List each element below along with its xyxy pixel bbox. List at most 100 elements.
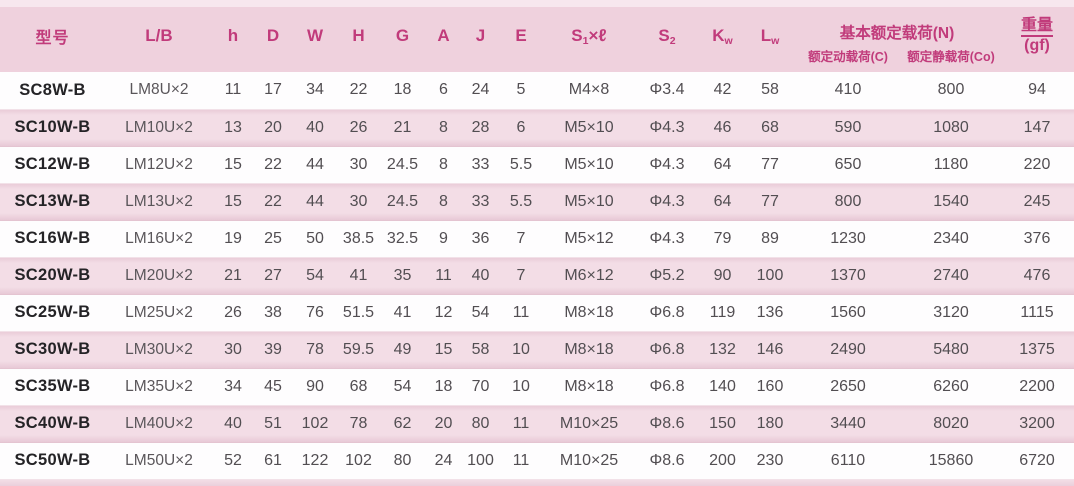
value-cell: M8×18	[543, 368, 635, 406]
value-cell: 20	[253, 109, 293, 147]
value-cell: 61	[253, 442, 293, 480]
value-cell: 8020	[902, 405, 1000, 443]
value-cell: 52	[213, 442, 253, 480]
col-header-hcap: H	[337, 0, 380, 72]
table-row: SC10W-B LM10U×2 13 20 40 26 21 8 28 6 M5×10 Φ4.3 46 6…	[0, 109, 1074, 147]
value-cell: 2650	[794, 368, 902, 406]
value-cell: 54	[462, 294, 499, 332]
value-cell: 28	[462, 109, 499, 147]
value-cell: 136	[746, 294, 794, 332]
table-row: SC40W-B LM40U×2 40 51 102 78 62 20 80 11 M10×25 Φ8.…	[0, 405, 1074, 443]
s1-base: S	[571, 26, 583, 45]
value-cell: 54	[380, 368, 425, 406]
value-cell: M4×8	[543, 72, 635, 110]
value-cell: Φ4.3	[635, 146, 699, 184]
value-cell: 245	[1000, 183, 1074, 221]
value-cell: 15	[213, 183, 253, 221]
value-cell: 19	[213, 220, 253, 258]
model-cell: SC20W-B	[0, 257, 105, 295]
value-cell: 27	[253, 257, 293, 295]
value-cell: 80	[462, 405, 499, 443]
weight-unit: (gf)	[1024, 37, 1050, 54]
value-cell: 44	[293, 146, 337, 184]
col-header-dynamic-load: 额定动载荷(C)	[794, 45, 902, 72]
value-cell: 89	[746, 220, 794, 258]
value-cell: 26	[337, 109, 380, 147]
value-cell: 150	[699, 405, 746, 443]
table-body: SC8W-B LM8U×2 11 17 34 22 18 6 24 5 M4×8 Φ3.4 42 58 41…	[0, 72, 1074, 480]
col-header-weight: 重量 (gf)	[1000, 0, 1074, 72]
value-cell: 3120	[902, 294, 1000, 332]
value-cell: 64	[699, 146, 746, 184]
value-cell: M10×25	[543, 442, 635, 480]
value-cell: 1115	[1000, 294, 1074, 332]
value-cell: 34	[213, 368, 253, 406]
value-cell: M8×18	[543, 331, 635, 369]
value-cell: 2740	[902, 257, 1000, 295]
lw-subscript: w	[771, 34, 780, 47]
value-cell: 6110	[794, 442, 902, 480]
col-header-s1xl: S1×ℓ	[543, 0, 635, 72]
value-cell: 2200	[1000, 368, 1074, 406]
value-cell: 11	[499, 442, 543, 480]
value-cell: 140	[699, 368, 746, 406]
value-cell: Φ5.2	[635, 257, 699, 295]
col-header-model: 型号	[0, 0, 105, 72]
value-cell: 54	[293, 257, 337, 295]
value-cell: 3200	[1000, 405, 1074, 443]
value-cell: 5.5	[499, 146, 543, 184]
value-cell: 15	[213, 146, 253, 184]
value-cell: 5	[499, 72, 543, 110]
table-header: 型号 L/B h D W H G A J E S1×ℓ S2 Kw Lw 基本额…	[0, 0, 1074, 72]
value-cell: 20	[425, 405, 462, 443]
value-cell: 90	[699, 257, 746, 295]
value-cell: 78	[337, 405, 380, 443]
col-header-kw: Kw	[699, 0, 746, 72]
model-cell: SC40W-B	[0, 405, 105, 443]
value-cell: 102	[337, 442, 380, 480]
bottom-edge-strip	[0, 479, 1074, 486]
value-cell: 17	[253, 72, 293, 110]
value-cell: 38	[253, 294, 293, 332]
value-cell: 40	[462, 257, 499, 295]
lb-cell: LM25U×2	[105, 294, 213, 332]
value-cell: 8	[425, 109, 462, 147]
value-cell: 46	[699, 109, 746, 147]
value-cell: 1230	[794, 220, 902, 258]
value-cell: 6720	[1000, 442, 1074, 480]
col-header-e: E	[499, 0, 543, 72]
value-cell: 41	[337, 257, 380, 295]
value-cell: 147	[1000, 109, 1074, 147]
header-row-main: 型号 L/B h D W H G A J E S1×ℓ S2 Kw Lw 基本额…	[0, 0, 1074, 72]
table-row: SC25W-B LM25U×2 26 38 76 51.5 41 12 54 11 M8×18 Φ6.…	[0, 294, 1074, 332]
model-cell: SC25W-B	[0, 294, 105, 332]
value-cell: M5×12	[543, 220, 635, 258]
value-cell: 22	[337, 72, 380, 110]
lb-cell: LM16U×2	[105, 220, 213, 258]
value-cell: 119	[699, 294, 746, 332]
col-header-d: D	[253, 0, 293, 72]
lb-cell: LM8U×2	[105, 72, 213, 110]
value-cell: 32.5	[380, 220, 425, 258]
table-row: SC13W-B LM13U×2 15 22 44 30 24.5 8 33 5.5 M5×10 Φ4.…	[0, 183, 1074, 221]
value-cell: 1370	[794, 257, 902, 295]
value-cell: 94	[1000, 72, 1074, 110]
value-cell: 102	[293, 405, 337, 443]
value-cell: 6260	[902, 368, 1000, 406]
col-header-s2: S2	[635, 0, 699, 72]
value-cell: 58	[746, 72, 794, 110]
value-cell: 5.5	[499, 183, 543, 221]
value-cell: 1180	[902, 146, 1000, 184]
value-cell: 68	[337, 368, 380, 406]
lb-cell: LM50U×2	[105, 442, 213, 480]
value-cell: 80	[380, 442, 425, 480]
value-cell: 6	[499, 109, 543, 147]
value-cell: 11	[499, 294, 543, 332]
value-cell: 22	[253, 183, 293, 221]
value-cell: 800	[794, 183, 902, 221]
value-cell: M8×18	[543, 294, 635, 332]
model-cell: SC35W-B	[0, 368, 105, 406]
value-cell: 9	[425, 220, 462, 258]
value-cell: 64	[699, 183, 746, 221]
